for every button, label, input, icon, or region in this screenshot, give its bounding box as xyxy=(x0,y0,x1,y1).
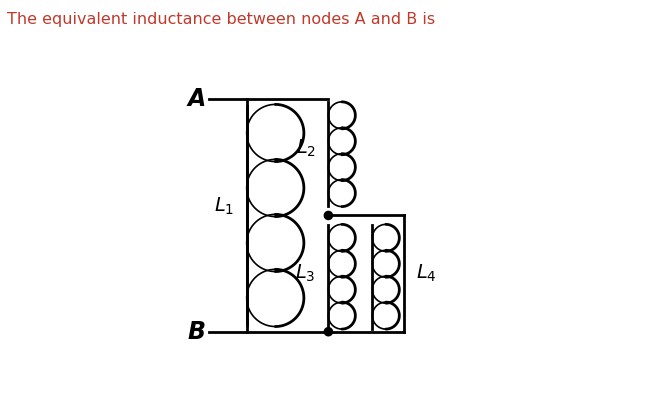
Circle shape xyxy=(325,328,332,336)
Text: A: A xyxy=(187,87,206,111)
Text: $L_1$: $L_1$ xyxy=(214,195,234,217)
Text: $L_2$: $L_2$ xyxy=(296,137,316,159)
Text: The equivalent inductance between nodes A and B is: The equivalent inductance between nodes … xyxy=(7,12,435,27)
Circle shape xyxy=(325,211,332,220)
Text: $L_3$: $L_3$ xyxy=(295,263,316,284)
Text: B: B xyxy=(188,320,206,344)
Text: $L_4$: $L_4$ xyxy=(417,263,437,284)
